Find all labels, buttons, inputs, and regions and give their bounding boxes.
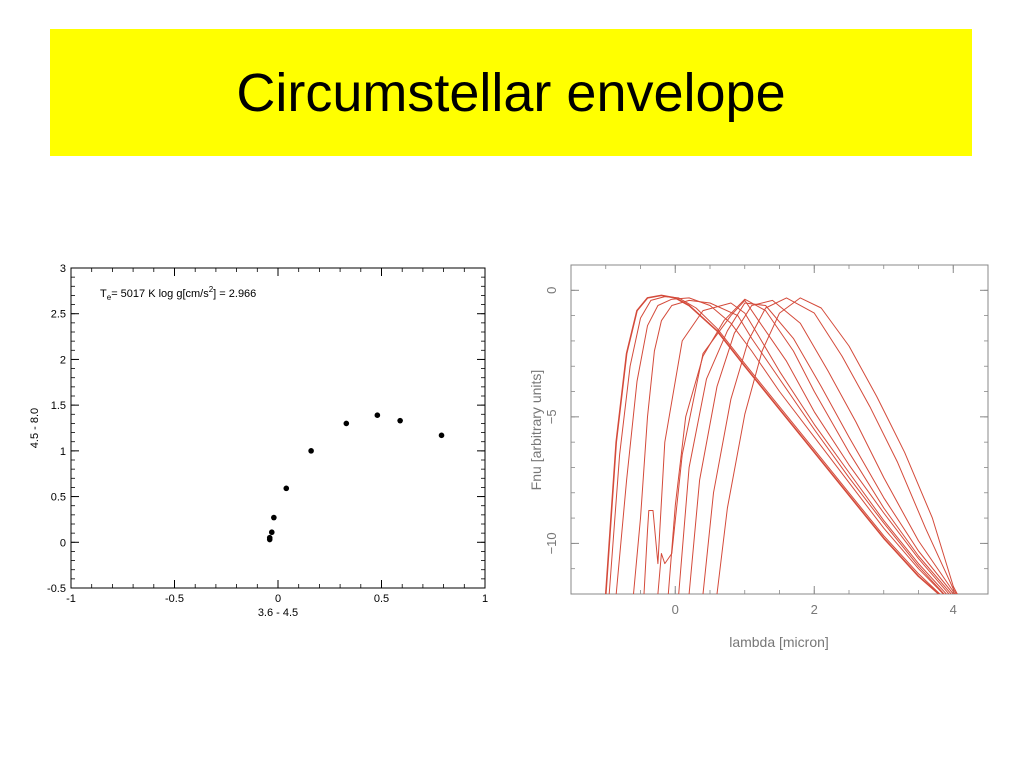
y-tick-label: 1: [60, 446, 66, 458]
plot-frame: [70, 267, 486, 589]
data-point: [397, 417, 403, 424]
data-point: [283, 485, 290, 492]
y-tick-label: 0.5: [51, 492, 66, 504]
y-tick-label: 3: [60, 263, 66, 275]
y-tick-label: -0.5: [47, 583, 66, 595]
slide-title: Circumstellar envelope: [236, 62, 786, 123]
x-tick-label: 1: [482, 593, 488, 605]
data-point: [308, 448, 314, 454]
x-tick-label: -1: [66, 593, 76, 605]
y-tick-label: 1.5: [51, 400, 66, 412]
parameter-annotation: Te= 5017 K log g[cm/s2] = 2.966: [100, 285, 256, 302]
data-point: [268, 529, 275, 536]
data-point: [374, 412, 381, 419]
x-tick-label: -0.5: [165, 593, 184, 605]
x-tick-label: 0: [275, 593, 281, 605]
data-point: [438, 432, 445, 439]
x-tick-label: 0.5: [374, 593, 389, 605]
y-axis-label: 4.5 - 8.0: [29, 408, 41, 448]
data-point: [271, 514, 277, 521]
title-banner: Circumstellar envelope: [50, 29, 972, 156]
y-tick-label: 2: [60, 354, 66, 366]
y-tick-label: 0: [60, 537, 66, 549]
data-point: [343, 420, 350, 427]
x-axis-label: 3.6 - 4.5: [258, 607, 298, 619]
data-point: [266, 534, 273, 541]
y-tick-label: 2.5: [51, 309, 66, 321]
